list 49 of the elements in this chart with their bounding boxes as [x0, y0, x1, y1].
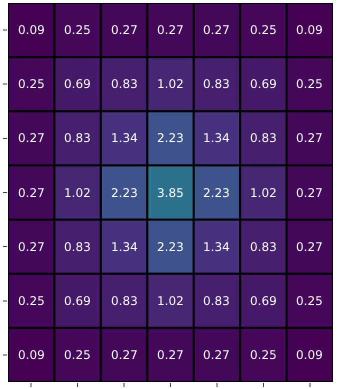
data-label: 0.27 [203, 348, 230, 362]
data-label: 2.23 [203, 186, 230, 200]
data-label: 1.34 [203, 240, 230, 254]
data-label: 0.25 [296, 77, 323, 91]
data-label: 0.25 [18, 294, 45, 308]
data-label: 0.25 [64, 23, 91, 37]
data-label: 2.23 [111, 186, 138, 200]
data-label: 0.27 [18, 186, 45, 200]
data-label: 0.27 [111, 348, 138, 362]
data-label: 0.83 [111, 294, 138, 308]
data-label: 0.69 [64, 77, 91, 91]
data-label: 1.34 [111, 131, 138, 145]
data-label: 0.69 [250, 294, 277, 308]
data-label: 0.27 [296, 240, 323, 254]
data-label: 1.02 [157, 77, 184, 91]
data-label: 0.09 [18, 23, 45, 37]
data-label: 0.09 [18, 348, 45, 362]
data-label: 0.69 [250, 77, 277, 91]
data-label: 0.83 [64, 240, 91, 254]
data-label: 3.85 [157, 186, 184, 200]
data-label: 0.27 [18, 131, 45, 145]
data-label: 2.23 [157, 240, 184, 254]
data-label: 0.09 [296, 23, 323, 37]
data-label: 0.83 [203, 77, 230, 91]
data-label: 0.27 [296, 186, 323, 200]
data-label: 0.25 [250, 23, 277, 37]
data-label: 0.83 [250, 131, 277, 145]
data-label: 0.27 [157, 348, 184, 362]
data-label: 1.02 [250, 186, 277, 200]
data-label: 0.83 [250, 240, 277, 254]
data-label: 0.25 [18, 77, 45, 91]
data-label: 0.27 [203, 23, 230, 37]
data-label: 0.25 [64, 348, 91, 362]
data-label: 0.69 [64, 294, 91, 308]
data-label: 2.23 [157, 131, 184, 145]
data-label: 0.27 [157, 23, 184, 37]
data-label: 0.27 [18, 240, 45, 254]
data-label: 0.27 [111, 23, 138, 37]
data-label: 1.34 [203, 131, 230, 145]
data-label: 0.83 [111, 77, 138, 91]
data-label: 0.25 [296, 294, 323, 308]
data-label: 1.34 [111, 240, 138, 254]
data-label: 0.83 [203, 294, 230, 308]
data-label: 0.09 [296, 348, 323, 362]
data-label: 1.02 [157, 294, 184, 308]
data-label: 0.25 [250, 348, 277, 362]
data-label: 1.02 [64, 186, 91, 200]
data-label: 0.27 [296, 131, 323, 145]
data-label: 0.83 [64, 131, 91, 145]
